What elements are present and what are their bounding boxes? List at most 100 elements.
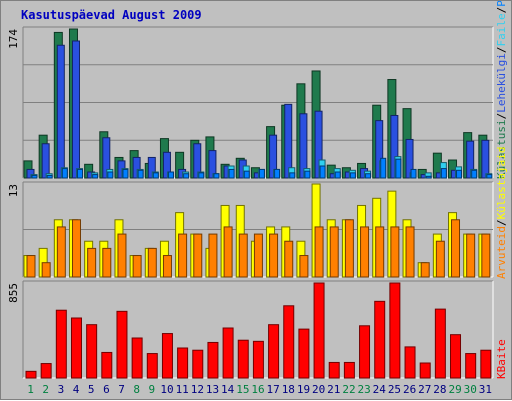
day-label-13: 13 — [206, 383, 219, 396]
day-label-27: 27 — [418, 383, 431, 396]
bar-middle-arvuteid-day-26 — [405, 226, 415, 278]
bar-bottom-kbaite-day-5 — [86, 324, 98, 379]
day-label-25: 25 — [388, 383, 401, 396]
bar-middle-arvuteid-day-7 — [117, 233, 127, 278]
day-label-22: 22 — [342, 383, 355, 396]
bar-top-poordumisi-day-28 — [440, 168, 447, 179]
bar-top-poordumisi-day-3 — [61, 168, 68, 179]
bar-middle-arvuteid-day-10 — [162, 255, 172, 278]
bar-middle-arvuteid-day-15 — [238, 233, 248, 278]
bar-bottom-kbaite-day-26 — [404, 346, 416, 379]
bar-bottom-kbaite-day-17 — [268, 324, 280, 379]
bar-middle-arvuteid-day-19 — [299, 255, 309, 278]
day-label-28: 28 — [433, 383, 446, 396]
day-label-1: 1 — [27, 383, 34, 396]
bar-middle-arvuteid-day-23 — [360, 226, 370, 278]
bar-bottom-kbaite-day-12 — [192, 349, 204, 379]
day-label-2: 2 — [42, 383, 49, 396]
ymax-label-bottom: 855 — [7, 283, 20, 303]
bar-bottom-kbaite-day-3 — [55, 309, 67, 379]
legend-middle-item-1: Külastajaid — [495, 147, 508, 220]
bar-middle-arvuteid-day-13 — [208, 233, 218, 278]
legend-top: Külastusi/Lehekülgi/Faile/Pöördumisi — [495, 1, 508, 179]
bar-bottom-kbaite-day-23 — [359, 325, 371, 379]
legend-bottom: KBaite — [495, 339, 508, 379]
bar-top-poordumisi-day-18 — [289, 172, 296, 179]
bar-top-poordumisi-day-27 — [425, 175, 432, 179]
bar-middle-arvuteid-day-30 — [466, 233, 476, 278]
bar-middle-arvuteid-day-9 — [147, 247, 157, 278]
bar-top-poordumisi-day-24 — [380, 157, 387, 179]
bar-bottom-kbaite-day-30 — [465, 353, 477, 379]
day-label-26: 26 — [403, 383, 416, 396]
day-label-18: 18 — [282, 383, 295, 396]
day-label-5: 5 — [88, 383, 95, 396]
bar-bottom-kbaite-day-14 — [222, 327, 234, 379]
day-label-16: 16 — [251, 383, 264, 396]
bar-top-poordumisi-day-22 — [349, 172, 356, 179]
bar-top-poordumisi-day-11 — [183, 173, 190, 179]
bar-top-poordumisi-day-19 — [304, 170, 311, 179]
bar-bottom-kbaite-day-15 — [237, 339, 249, 379]
bar-middle-arvuteid-day-21 — [329, 226, 339, 278]
bar-bottom-kbaite-day-13 — [207, 341, 219, 379]
bar-top-poordumisi-day-16 — [258, 168, 265, 179]
bar-middle-arvuteid-day-27 — [420, 262, 430, 278]
bar-bottom-kbaite-day-16 — [252, 340, 264, 379]
legend-top-item-2: Faile — [495, 13, 508, 46]
bar-top-poordumisi-day-7 — [122, 168, 129, 179]
bar-top-poordumisi-day-2 — [46, 174, 53, 179]
bar-top-poordumisi-day-9 — [152, 172, 159, 179]
bar-top-poordumisi-day-20 — [319, 165, 326, 179]
bar-top-poordumisi-day-4 — [76, 168, 83, 179]
bar-top-poordumisi-day-1 — [31, 174, 38, 179]
bar-middle-arvuteid-day-14 — [223, 226, 233, 278]
bar-middle-arvuteid-day-2 — [41, 262, 51, 278]
bar-bottom-kbaite-day-22 — [343, 361, 355, 379]
bar-top-poordumisi-day-13 — [213, 173, 220, 179]
bar-middle-arvuteid-day-29 — [451, 219, 461, 278]
bar-middle-arvuteid-day-6 — [102, 247, 112, 278]
bar-middle-arvuteid-day-25 — [390, 226, 400, 278]
bar-middle-arvuteid-day-8 — [132, 255, 142, 278]
bar-top-poordumisi-day-15 — [243, 170, 250, 179]
day-label-19: 19 — [297, 383, 310, 396]
bar-middle-arvuteid-day-4 — [71, 219, 81, 278]
bar-top-poordumisi-day-12 — [198, 172, 205, 179]
day-label-7: 7 — [118, 383, 125, 396]
legend-middle-separator: / — [495, 219, 508, 226]
day-label-6: 6 — [103, 383, 110, 396]
bar-top-poordumisi-day-14 — [228, 168, 235, 179]
bar-top-poordumisi-day-6 — [107, 171, 114, 179]
legend-middle-item-0: Arvuteid — [495, 226, 508, 279]
bar-bottom-kbaite-day-11 — [177, 347, 189, 379]
day-label-29: 29 — [448, 383, 461, 396]
legend-top-separator: / — [495, 47, 508, 54]
chart-title: Kasutuspäevad August 2009 — [21, 8, 202, 22]
bar-top-poordumisi-day-29 — [456, 169, 463, 179]
day-label-12: 12 — [191, 383, 204, 396]
day-label-11: 11 — [176, 383, 189, 396]
legend-top-item-0: Külastusi — [495, 119, 508, 179]
legend-top-separator: / — [495, 113, 508, 120]
bar-top-lehekulgi-day-2 — [41, 143, 50, 179]
ymax-label-middle: 13 — [7, 184, 20, 197]
bar-middle-arvuteid-day-5 — [87, 247, 97, 278]
bar-middle-arvuteid-day-11 — [178, 233, 188, 278]
bar-bottom-kbaite-day-29 — [450, 334, 462, 379]
bar-top-poordumisi-day-8 — [137, 169, 144, 179]
legend-top-item-1: Lehekülgi — [495, 53, 508, 113]
bar-middle-arvuteid-day-22 — [344, 219, 354, 278]
bar-top-lehekulgi-day-31 — [481, 139, 490, 179]
day-label-4: 4 — [73, 383, 80, 396]
bar-top-lehekulgi-day-4 — [71, 40, 80, 179]
bar-top-poordumisi-day-5 — [92, 174, 99, 179]
bar-bottom-kbaite-day-9 — [146, 353, 158, 379]
bar-bottom-kbaite-day-8 — [131, 337, 143, 379]
day-label-10: 10 — [160, 383, 173, 396]
day-label-24: 24 — [373, 383, 387, 396]
bar-top-poordumisi-day-31 — [486, 174, 493, 179]
legend-top-separator: / — [495, 7, 508, 14]
bar-bottom-kbaite-day-7 — [116, 310, 128, 379]
